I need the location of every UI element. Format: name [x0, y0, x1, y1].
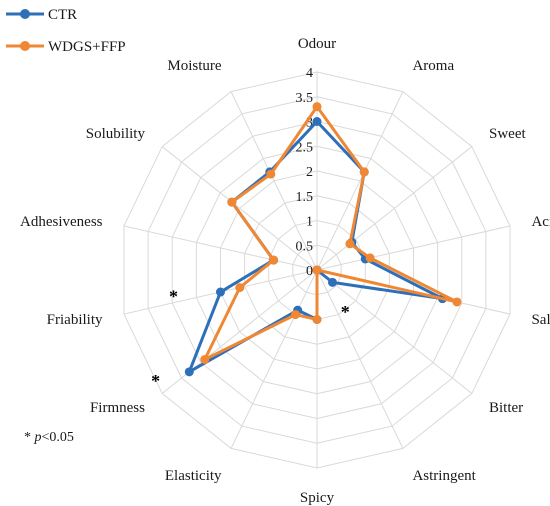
footnote-threshold: <0.05 — [41, 430, 74, 445]
spoke-line — [230, 269, 318, 449]
data-point — [312, 102, 322, 112]
data-series — [184, 102, 462, 377]
data-point — [312, 315, 322, 324]
legend-marker-1 — [20, 41, 30, 51]
data-point — [327, 277, 337, 287]
axis-label-firmness: Firmness — [90, 400, 145, 416]
data-point — [215, 287, 225, 297]
legend-marker-0 — [20, 9, 30, 19]
axis-label-friability: Friability — [47, 312, 103, 328]
axis-label-moisture: Moisture — [167, 58, 222, 74]
data-point — [359, 167, 369, 177]
tick-label: 4 — [306, 66, 313, 81]
data-point — [312, 117, 322, 126]
legend: CTR WDGS+FFP — [6, 7, 126, 55]
axis-label-sweet: Sweet — [489, 126, 526, 142]
data-point — [312, 265, 322, 275]
spoke-line — [161, 146, 318, 271]
tick-label: 1.5 — [296, 190, 314, 205]
tick-label: 2.5 — [296, 140, 314, 155]
spoke-line — [316, 225, 511, 271]
significance-marker: * — [151, 371, 160, 391]
data-point — [291, 310, 301, 320]
significance-marker: * — [341, 302, 350, 322]
spoke-line — [316, 269, 404, 449]
data-point — [365, 253, 375, 263]
significance-marker: * — [169, 287, 178, 307]
spoke-line — [230, 91, 318, 271]
axis-label-aroma: Aroma — [412, 58, 454, 74]
legend-label-0: CTR — [48, 7, 77, 23]
axis-label-bitter: Bitter — [489, 400, 523, 416]
data-point — [269, 255, 279, 265]
tick-label: 2 — [306, 165, 313, 180]
axis-label-elasticity: Elasticity — [165, 468, 222, 484]
axis-label-solubility: Solubility — [86, 126, 146, 142]
tick-label: 1 — [306, 215, 313, 230]
data-point — [227, 197, 237, 207]
series-line-0 — [187, 120, 444, 374]
data-point — [266, 169, 276, 179]
axis-label-salty: Salty — [531, 312, 550, 328]
tick-label: 3.5 — [296, 91, 314, 106]
spoke-line — [316, 91, 404, 271]
axis-labels: Odour Aroma Sweet Acidity Salty Bitter Astring… — [20, 36, 550, 506]
significance-footnote: * p<0.05 — [24, 430, 74, 446]
axis-label-odour: Odour — [298, 36, 336, 52]
data-point — [235, 283, 245, 293]
legend-label-1: WDGS+FFP — [48, 39, 126, 55]
spoke-line — [316, 269, 473, 394]
data-point — [452, 297, 462, 307]
axis-label-adhesiveness: Adhesiveness — [20, 214, 103, 230]
spoke-line — [123, 225, 318, 271]
data-point — [184, 367, 194, 377]
footnote-symbol: * — [24, 430, 31, 445]
radial-tick-labels: 0 0.5 1 1.5 2 2.5 3 3.5 4 — [296, 66, 314, 279]
data-point — [200, 355, 210, 365]
significance-markers: * * * — [151, 287, 350, 391]
footnote-p: p — [34, 430, 42, 445]
axis-label-acidity: Acidity — [531, 214, 550, 230]
axis-label-astringent: Astringent — [412, 468, 476, 484]
tick-label: 0 — [306, 264, 313, 279]
axis-label-spicy: Spicy — [300, 490, 335, 506]
spoke-line — [316, 146, 473, 271]
tick-label: 3 — [306, 116, 313, 131]
data-point — [345, 239, 355, 249]
tick-label: 0.5 — [296, 239, 314, 254]
